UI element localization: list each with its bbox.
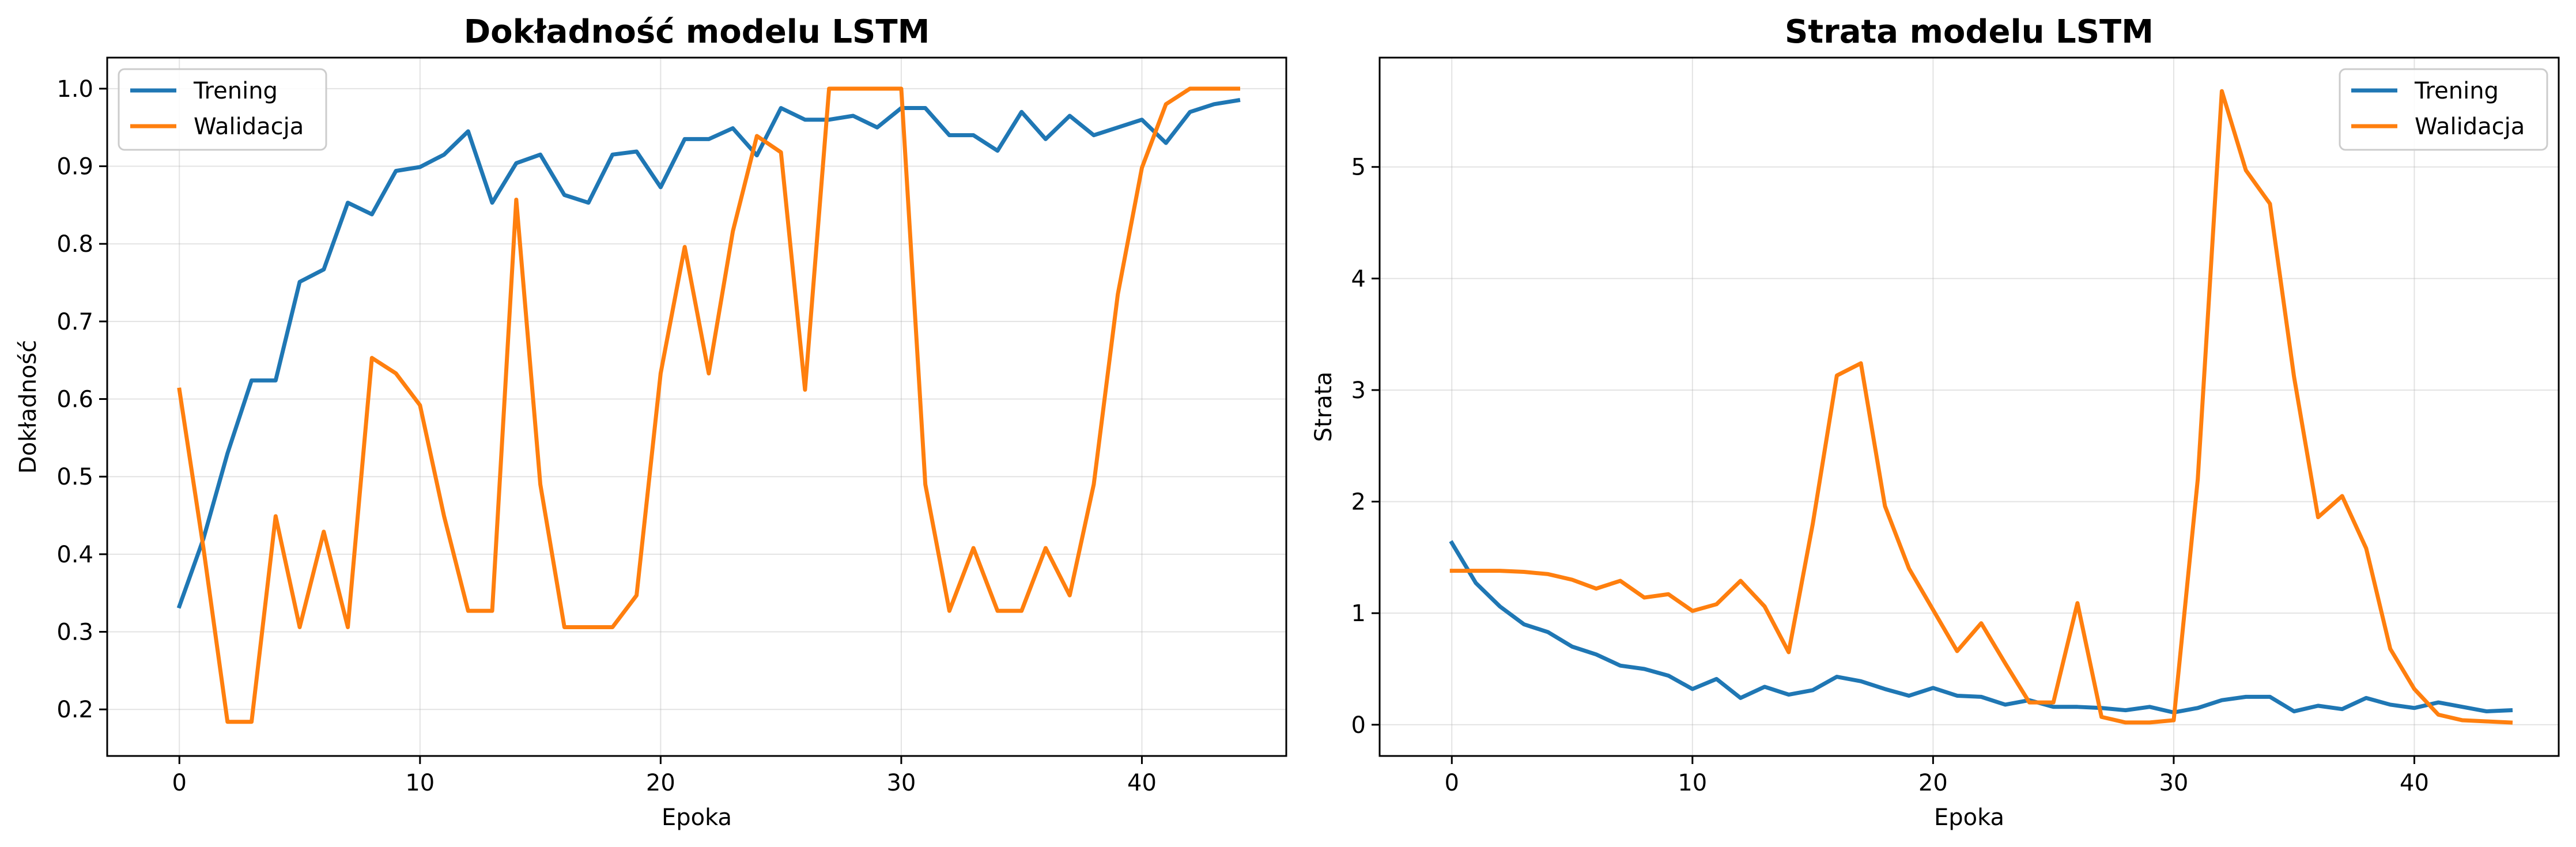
plot-area-frame <box>1378 56 2560 757</box>
x-axis-label: Epoka <box>1934 804 2004 831</box>
y-tick-label: 0.8 <box>56 231 93 258</box>
y-tick-label: 2 <box>1351 489 1366 516</box>
x-tick-label: 30 <box>2159 770 2188 796</box>
x-axis-ticks: 0 10 20 30 40 <box>172 756 1157 796</box>
legend-label-walidacja: Walidacja <box>2415 114 2525 140</box>
y-axis-ticks: 0 1 2 3 4 5 <box>1351 154 1380 739</box>
chart-title: Strata modelu LSTM <box>1785 13 2154 51</box>
series-line-walidacja <box>1449 89 2513 725</box>
y-tick-label: 4 <box>1351 266 1366 292</box>
x-tick-label: 10 <box>1678 770 1707 796</box>
series-lines <box>1449 89 2513 725</box>
x-tick-label: 0 <box>172 770 187 796</box>
y-axis-ticks: 0.2 0.3 0.4 0.5 0.6 0.7 0.8 0.9 1.0 <box>56 76 107 723</box>
y-tick-label: 0.9 <box>56 154 93 180</box>
series-line-walidacja <box>177 86 1240 724</box>
legend-label-trening: Trening <box>193 78 278 104</box>
x-axis-label: Epoka <box>662 804 732 831</box>
y-tick-label: 0 <box>1351 712 1366 739</box>
loss-chart: Strata modelu LSTM 0 10 20 30 40 0 1 2 3 4 5 Epok… <box>1310 13 2560 831</box>
legend: Trening Walidacja <box>118 68 327 151</box>
legend-label-trening: Trening <box>2414 78 2499 104</box>
x-tick-label: 20 <box>646 770 675 796</box>
series-lines <box>176 86 1241 724</box>
y-axis-label: Strata <box>1310 372 1337 442</box>
series-line-trening <box>176 98 1241 609</box>
y-tick-label: 5 <box>1351 154 1366 181</box>
chart-title: Dokładność modelu LSTM <box>464 13 930 51</box>
series-line-trening <box>1449 540 2513 714</box>
y-tick-label: 0.4 <box>56 542 93 568</box>
x-tick-label: 20 <box>1918 770 1948 796</box>
legend: Trening Walidacja <box>2339 68 2548 151</box>
y-tick-label: 0.6 <box>56 387 93 413</box>
y-tick-label: 0.2 <box>56 697 93 723</box>
y-axis-label: Dokładność <box>15 340 41 474</box>
x-axis-ticks: 0 10 20 30 40 <box>1445 756 2429 796</box>
y-tick-label: 3 <box>1351 377 1366 404</box>
plot-area-frame <box>106 56 1287 757</box>
x-tick-label: 10 <box>405 770 435 796</box>
y-tick-label: 0.7 <box>56 309 93 335</box>
x-tick-label: 40 <box>1127 770 1157 796</box>
gridlines <box>107 58 1286 756</box>
legend-label-walidacja: Walidacja <box>194 114 304 140</box>
accuracy-chart: Dokładność modelu LSTM 0 10 20 30 40 0.20.30… <box>15 13 1287 831</box>
y-tick-label: 1 <box>1351 600 1366 627</box>
x-tick-label: 40 <box>2400 770 2429 796</box>
gridlines <box>1380 58 2559 756</box>
x-tick-label: 30 <box>886 770 916 796</box>
y-tick-label: 1.0 <box>56 76 93 103</box>
x-tick-label: 0 <box>1445 770 1459 796</box>
y-tick-label: 0.3 <box>56 619 93 646</box>
y-tick-label: 0.5 <box>56 464 93 490</box>
